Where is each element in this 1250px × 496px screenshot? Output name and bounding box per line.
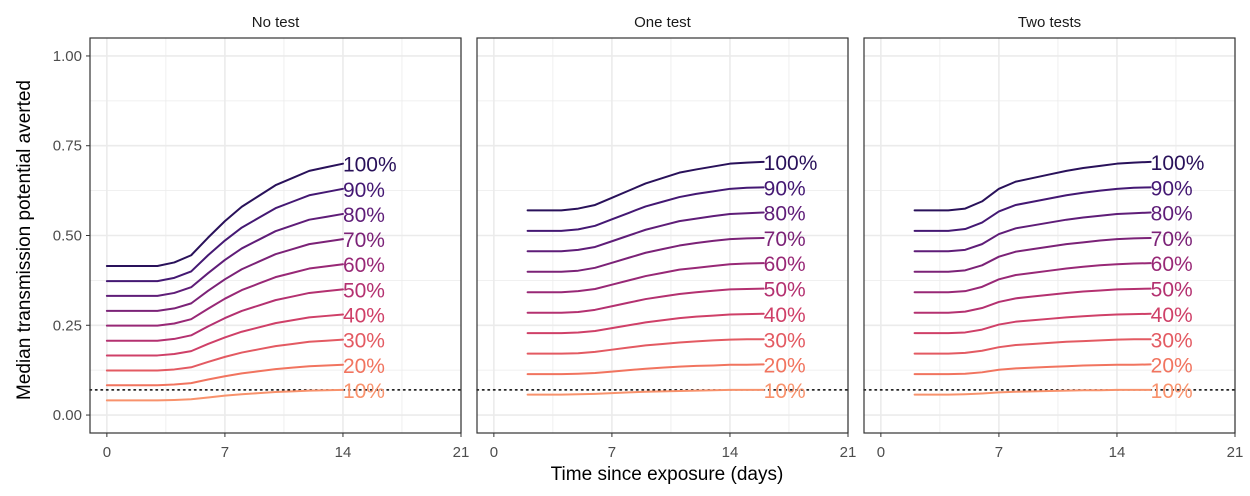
series-line-10pct bbox=[913, 388, 1152, 396]
x-tick-label: 14 bbox=[335, 444, 352, 461]
facet-title: No test bbox=[252, 14, 300, 31]
series-label: 40% bbox=[343, 305, 385, 328]
series-group bbox=[526, 160, 765, 396]
series-label: 20% bbox=[764, 354, 806, 377]
y-tick-label: 0.75 bbox=[53, 138, 82, 155]
x-tick-label: 7 bbox=[995, 444, 1003, 461]
series-label: 50% bbox=[764, 279, 806, 302]
series-group bbox=[105, 162, 344, 402]
series-label: 60% bbox=[1151, 253, 1193, 276]
x-tick-label: 0 bbox=[103, 444, 111, 461]
panel-border bbox=[476, 37, 849, 434]
series-label: 90% bbox=[1151, 177, 1193, 200]
y-tick-label: 0.25 bbox=[53, 317, 82, 334]
series-line-80pct bbox=[526, 211, 765, 253]
series-line-60pct bbox=[526, 262, 765, 294]
series-label: 20% bbox=[1151, 354, 1193, 377]
series-line-50pct bbox=[913, 287, 1152, 314]
series-line-100pct bbox=[105, 162, 344, 268]
series-line-50pct bbox=[105, 288, 344, 342]
series-line-20pct bbox=[913, 363, 1152, 376]
x-tick-label: 21 bbox=[453, 444, 470, 461]
series-label: 100% bbox=[343, 154, 397, 177]
facet-title: Two tests bbox=[1018, 14, 1081, 31]
series-line-90pct bbox=[526, 186, 765, 232]
series-line-70pct bbox=[526, 237, 765, 273]
series-label: 40% bbox=[1151, 304, 1193, 327]
series-group bbox=[913, 160, 1152, 396]
facet-title: One test bbox=[634, 14, 692, 31]
series-line-30pct bbox=[105, 338, 344, 372]
series-line-60pct bbox=[105, 263, 344, 327]
series-line-30pct bbox=[913, 338, 1152, 355]
series-line-70pct bbox=[913, 237, 1152, 273]
series-line-100pct bbox=[913, 160, 1152, 212]
panel-border bbox=[863, 37, 1236, 434]
series-label: 60% bbox=[764, 253, 806, 276]
y-tick-label: 0.50 bbox=[53, 228, 82, 245]
y-tick-label: 0.00 bbox=[53, 407, 82, 424]
series-label: 100% bbox=[764, 152, 818, 175]
series-label: 50% bbox=[1151, 279, 1193, 302]
x-tick-label: 21 bbox=[840, 444, 857, 461]
series-label: 60% bbox=[343, 254, 385, 277]
series-line-90pct bbox=[105, 187, 344, 283]
series-label: 70% bbox=[764, 228, 806, 251]
x-tick-label: 0 bbox=[490, 444, 498, 461]
series-label: 80% bbox=[1151, 203, 1193, 226]
series-label: 10% bbox=[1151, 380, 1193, 403]
series-label: 70% bbox=[1151, 228, 1193, 251]
series-label: 50% bbox=[343, 279, 385, 302]
series-line-50pct bbox=[526, 287, 765, 314]
series-line-10pct bbox=[105, 388, 344, 402]
series-label: 80% bbox=[764, 203, 806, 226]
series-label: 40% bbox=[764, 304, 806, 327]
series-label: 90% bbox=[764, 177, 806, 200]
series-label: 90% bbox=[343, 179, 385, 202]
facet-panel: 10% 20%30%40%50% 60%70%80% 90%100% One test 0… bbox=[476, 14, 857, 461]
x-tick-label: 0 bbox=[877, 444, 885, 461]
y-tick-label: 1.00 bbox=[53, 48, 82, 65]
series-label: 100% bbox=[1151, 152, 1205, 175]
x-tick-label: 14 bbox=[1109, 444, 1126, 461]
series-line-90pct bbox=[913, 186, 1152, 232]
x-tick-label: 7 bbox=[608, 444, 616, 461]
series-line-40pct bbox=[526, 312, 765, 335]
series-label: 30% bbox=[764, 329, 806, 352]
series-line-80pct bbox=[913, 211, 1152, 253]
series-line-40pct bbox=[913, 312, 1152, 335]
series-line-70pct bbox=[105, 238, 344, 312]
facet-panel: 10%20%30%40% 50%60%70%80%90%100% No test 0 7… bbox=[53, 14, 470, 461]
series-label: 80% bbox=[343, 204, 385, 227]
series-label: 30% bbox=[343, 330, 385, 353]
x-tick-label: 7 bbox=[221, 444, 229, 461]
x-axis-label: Time since exposure (days) bbox=[551, 464, 784, 485]
series-line-20pct bbox=[526, 363, 765, 376]
x-tick-label: 21 bbox=[1227, 444, 1244, 461]
series-line-100pct bbox=[526, 160, 765, 212]
series-line-30pct bbox=[526, 338, 765, 355]
x-tick-label: 14 bbox=[722, 444, 739, 461]
series-label: 70% bbox=[343, 229, 385, 252]
series-label: 20% bbox=[343, 355, 385, 378]
series-line-10pct bbox=[526, 388, 765, 396]
series-label: 30% bbox=[1151, 329, 1193, 352]
series-line-80pct bbox=[105, 212, 344, 297]
series-label: 10% bbox=[343, 380, 385, 403]
series-line-40pct bbox=[105, 313, 344, 357]
series-line-60pct bbox=[913, 262, 1152, 294]
series-label: 10% bbox=[764, 380, 806, 403]
series-line-20pct bbox=[105, 363, 344, 387]
y-axis-label: Median transmission potential averted bbox=[14, 80, 35, 400]
facet-panel: 10% 20%30%40%50% 60%70%80% 90%100% Two tests… bbox=[863, 14, 1244, 461]
